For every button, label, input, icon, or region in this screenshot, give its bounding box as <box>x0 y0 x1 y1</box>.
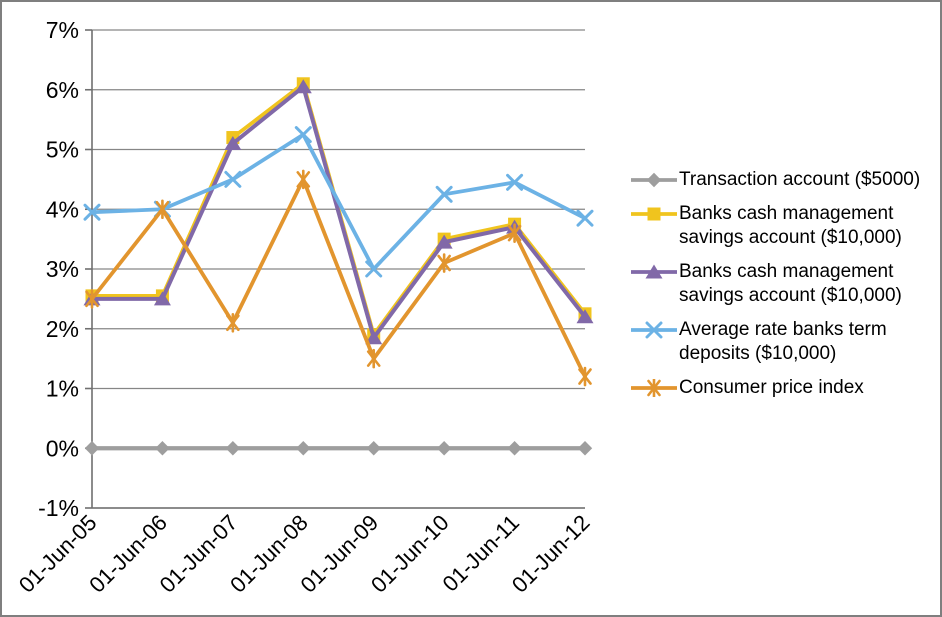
triangle-marker <box>153 291 171 306</box>
square-legend-key-icon <box>631 207 677 221</box>
legend-item-1: Banks cash management savings account ($… <box>631 202 940 250</box>
diamond-marker <box>507 441 522 456</box>
triangle-marker <box>645 264 663 279</box>
diamond-marker <box>366 441 381 456</box>
star-legend-key-icon <box>631 379 677 397</box>
triangle-legend-key-icon <box>631 264 677 279</box>
y-tick-label: 3% <box>46 256 79 282</box>
legend: Transaction account ($5000) Banks cash ma… <box>631 168 940 400</box>
y-tick-label: 1% <box>46 376 79 402</box>
star-marker <box>507 223 522 243</box>
star-marker <box>437 253 451 273</box>
x-marker <box>224 170 242 188</box>
series-line <box>90 132 587 271</box>
legend-label: Average rate banks term deposits ($10,00… <box>679 319 887 364</box>
legend-label: Banks cash management savings account ($… <box>679 203 902 248</box>
y-tick-label: -1% <box>38 495 79 521</box>
x-marker <box>294 126 312 144</box>
x-marker <box>506 173 524 191</box>
x-marker <box>365 260 383 278</box>
series-2-triangle <box>83 79 594 345</box>
diamond-legend-key-icon <box>631 172 677 188</box>
series-4-star <box>85 169 592 387</box>
legend-item-2: Banks cash management savings account ($… <box>631 260 940 308</box>
series-line <box>90 84 587 340</box>
diamond-marker <box>646 172 662 188</box>
x-tick-label: 01-Jun-12 <box>507 510 595 598</box>
star-marker <box>296 169 311 190</box>
x-marker <box>83 203 101 221</box>
legend-label: Transaction account ($5000) <box>679 169 921 190</box>
diamond-marker <box>296 441 311 456</box>
star-marker <box>85 289 99 309</box>
y-tick-label: 6% <box>46 77 79 103</box>
star-marker <box>226 312 240 333</box>
triangle-marker <box>435 234 453 249</box>
series-line <box>90 177 587 379</box>
legend-item-3: Average rate banks term deposits ($10,00… <box>631 318 940 366</box>
y-tick-label: 0% <box>46 435 79 461</box>
star-marker <box>578 366 592 387</box>
y-tick-label: 4% <box>46 196 79 222</box>
x-axis-labels: 01-Jun-0501-Jun-0601-Jun-0701-Jun-0801-J… <box>14 510 595 598</box>
y-tick-label: 2% <box>46 316 79 342</box>
diamond-marker <box>225 441 241 456</box>
x-tick-label: 01-Jun-10 <box>366 510 454 598</box>
x-legend-key-icon <box>631 321 677 339</box>
x-marker <box>576 209 594 227</box>
y-axis-labels: 7% 6% 5% 4% 3% 2% 1% 0% -1% <box>38 17 79 521</box>
legend-label: Consumer price index <box>679 377 864 398</box>
legend-item-4: Consumer price index <box>631 376 940 400</box>
legend-label: Banks cash management savings account ($… <box>679 261 902 306</box>
axes <box>85 29 585 509</box>
triangle-marker <box>294 79 312 94</box>
star-marker <box>155 199 170 220</box>
diamond-marker <box>155 441 170 456</box>
x-marker <box>645 321 663 339</box>
diamond-marker <box>436 441 452 456</box>
y-tick-label: 7% <box>46 17 79 43</box>
triangle-marker <box>576 309 594 324</box>
star-marker <box>366 348 381 369</box>
triangle-marker <box>365 330 383 345</box>
triangle-marker <box>224 136 242 151</box>
x-marker <box>435 185 453 203</box>
legend-item-0: Transaction account ($5000) <box>631 168 940 192</box>
y-tick-label: 5% <box>46 137 79 163</box>
diamond-marker <box>577 441 593 456</box>
series-3-x <box>83 126 594 278</box>
series-0-diamond <box>84 441 593 456</box>
square-marker <box>647 207 661 221</box>
diamond-marker <box>84 441 100 456</box>
star-marker <box>647 379 661 397</box>
